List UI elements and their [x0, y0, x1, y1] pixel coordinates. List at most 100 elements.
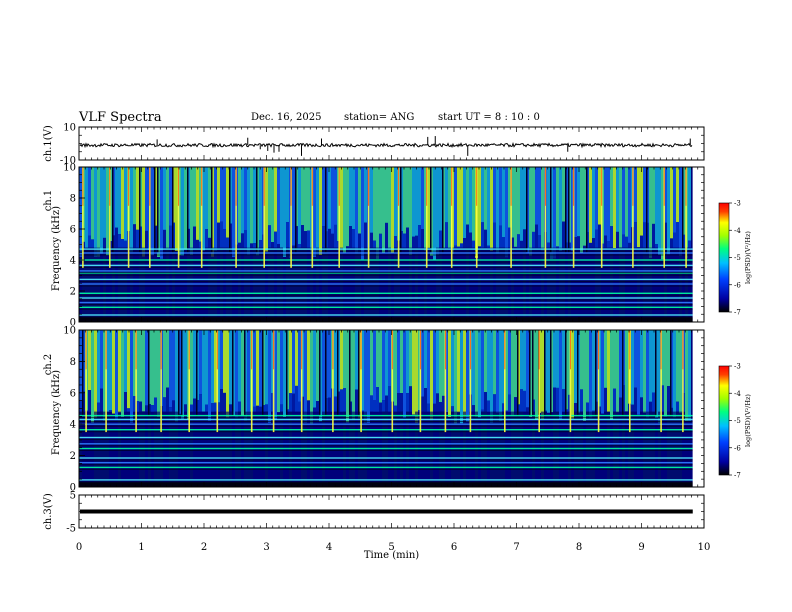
spec-spike [177, 167, 180, 268]
spec-spike-peak [188, 330, 190, 370]
spec-column [271, 247, 274, 318]
spec-column [172, 411, 175, 483]
spec-column [553, 167, 556, 259]
spec-column [454, 245, 457, 248]
spec-gap [622, 330, 624, 417]
spec-column [673, 167, 676, 233]
spec-spike [629, 330, 631, 433]
spec-column [295, 247, 298, 318]
ch3-trace [80, 509, 693, 514]
spec-column [196, 239, 199, 248]
spec-column [322, 167, 325, 227]
spec-column [292, 330, 295, 394]
spec-spike-peak [235, 167, 237, 206]
spec-spike-peak [629, 330, 631, 370]
spec-column [238, 247, 241, 318]
spec-column [292, 167, 295, 246]
spec-column [592, 330, 595, 411]
spec-column [541, 247, 544, 318]
spec-column [553, 247, 556, 318]
spec-gap [430, 167, 432, 253]
spec-gap [112, 167, 114, 253]
spec-spike-peak [426, 167, 428, 206]
spec-column [343, 411, 346, 483]
spec-line [79, 436, 693, 439]
spec-column [370, 232, 373, 248]
spec-column [364, 411, 367, 483]
spec-line [79, 297, 693, 299]
spec-dark-line [79, 294, 693, 296]
spec-gap [529, 330, 531, 417]
spec-gap [565, 167, 567, 253]
spec-column [133, 224, 136, 248]
spec-column [349, 226, 352, 248]
spec-column [172, 330, 175, 401]
spec-column [571, 330, 574, 419]
y-tick-label: 0 [70, 483, 76, 494]
spec-spike [250, 330, 253, 433]
spec-column [244, 247, 247, 318]
spec-column [85, 167, 88, 248]
spec-column [619, 247, 622, 318]
spec-column [100, 411, 103, 483]
spec-column [283, 167, 286, 257]
spec-column [412, 236, 415, 248]
spec-column [631, 404, 634, 412]
spec-column [562, 330, 565, 390]
spec-column [115, 167, 118, 228]
spec-column [364, 222, 367, 248]
spec-column [454, 411, 457, 483]
spec-column [136, 167, 139, 230]
spec-column [115, 330, 118, 419]
spec-column [523, 247, 526, 318]
spec-column [94, 411, 97, 483]
spec-column [328, 228, 331, 248]
spec-column [574, 237, 577, 248]
spec-column [184, 167, 187, 250]
spec-column [124, 167, 127, 241]
spec-column [610, 167, 613, 227]
spec-column [484, 167, 487, 230]
spec-spike-peak [598, 330, 599, 370]
y-tick-label: 8 [70, 357, 76, 368]
spec-gap [670, 330, 672, 417]
spec-column [313, 167, 316, 257]
spec-column [94, 247, 97, 318]
spec-column [424, 247, 427, 318]
spec-column [628, 242, 631, 248]
spec-column [376, 247, 379, 318]
spec-column [472, 330, 475, 406]
spec-spike-peak [420, 330, 421, 370]
spec-column [604, 235, 607, 248]
spec-line [79, 457, 693, 459]
spec-column [466, 167, 469, 225]
spec-column [286, 167, 289, 223]
spec-column [508, 227, 511, 248]
spec-column [493, 394, 496, 412]
spec-column [406, 393, 409, 412]
spec-spike [200, 167, 203, 268]
spec-column [481, 222, 484, 248]
spec-column [163, 229, 166, 248]
spec-column [322, 247, 325, 318]
spec-column [394, 405, 397, 412]
spec-column [538, 235, 541, 248]
spec-column [679, 411, 682, 483]
spec-column [583, 330, 586, 421]
spec-column [574, 330, 577, 404]
spec-column [145, 405, 148, 412]
spec-spike-peak [251, 330, 253, 370]
spec-column [106, 411, 109, 483]
spec-spike [188, 330, 190, 433]
spec-column [226, 167, 229, 238]
spec-column [361, 410, 364, 412]
spec-column [271, 242, 274, 248]
spec-column [145, 330, 148, 406]
spec-column [328, 167, 331, 229]
spec-column [385, 395, 388, 412]
spec-column [190, 167, 193, 255]
spec-column [484, 229, 487, 248]
spec-gap [400, 167, 402, 253]
spec-column [457, 167, 460, 247]
